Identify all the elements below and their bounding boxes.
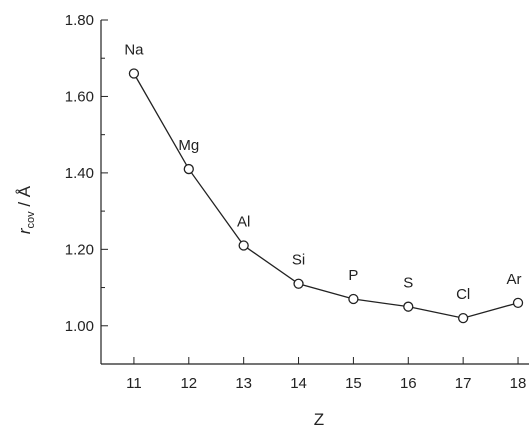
data-point — [238, 240, 249, 251]
point-label: Al — [237, 214, 250, 231]
x-tick-label: 11 — [126, 375, 142, 392]
y-tick-label: 1.00 — [65, 318, 94, 335]
y-axis-subscript: cov — [25, 211, 37, 229]
point-label: Ar — [507, 271, 522, 288]
y-tick-label: 1.40 — [65, 165, 94, 182]
data-point — [128, 68, 140, 79]
axes — [100, 20, 529, 365]
y-axis-unit: / Å — [15, 185, 34, 211]
data-point — [183, 163, 194, 175]
point-label: P — [348, 267, 358, 284]
x-tick-label: 13 — [235, 375, 252, 392]
x-tick-label: 12 — [180, 375, 197, 392]
x-tick-label: 18 — [510, 375, 527, 392]
point-label: Cl — [456, 286, 470, 303]
y-tick-label: 1.20 — [65, 241, 94, 258]
y-tick-label: 1.60 — [65, 88, 94, 105]
x-tick-label: 15 — [345, 375, 362, 392]
tick-labels: 1.00 1.20 1.40 1.60 1.80 11 12 13 14 15 16 17 18 — [65, 12, 527, 392]
data-point — [512, 297, 524, 308]
y-axis-title: rcov / Å — [15, 185, 37, 234]
point-label: S — [403, 275, 413, 292]
point-label: Na — [124, 42, 144, 59]
data-point — [348, 293, 359, 305]
data-point — [403, 301, 414, 312]
y-tick-label: 1.80 — [65, 12, 94, 29]
point-label: Si — [292, 252, 305, 269]
data-point — [458, 312, 469, 324]
y-axis-symbol: r — [15, 227, 34, 234]
data-point — [293, 278, 304, 289]
point-label: Mg — [178, 137, 199, 154]
series-line — [133, 73, 519, 319]
point-labels: Na Mg Al Si P S Cl Ar — [124, 42, 521, 304]
series — [128, 68, 524, 324]
ticks — [101, 19, 519, 365]
x-axis-title: Z — [314, 410, 324, 429]
x-tick-label: 14 — [290, 375, 307, 392]
x-tick-label: 16 — [400, 375, 417, 392]
x-tick-label: 17 — [455, 375, 472, 392]
